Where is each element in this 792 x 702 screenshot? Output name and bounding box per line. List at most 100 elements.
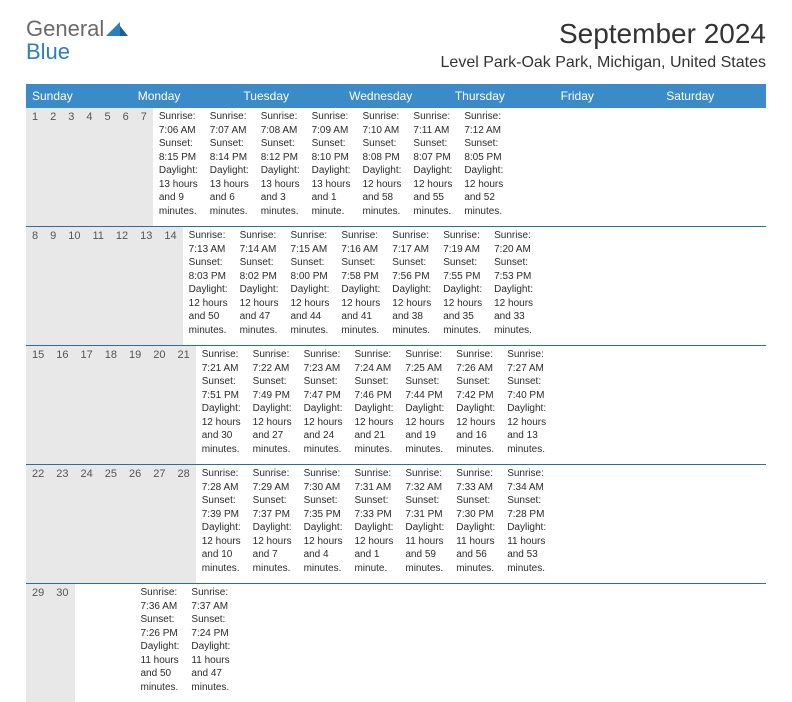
day-number: 7 xyxy=(135,108,153,226)
sunrise-line: Sunrise: 7:33 AM xyxy=(456,467,495,494)
daylight-line: Daylight: 12 hours and 19 minutes. xyxy=(405,402,444,456)
day-cell: Sunrise: 7:20 AMSunset: 7:53 PMDaylight:… xyxy=(488,227,539,345)
day-number xyxy=(99,584,111,702)
day-cell xyxy=(260,584,268,702)
daylight-line: Daylight: 12 hours and 10 minutes. xyxy=(202,521,241,575)
day-number: 20 xyxy=(147,346,171,464)
day-cell: Sunrise: 7:09 AMSunset: 8:10 PMDaylight:… xyxy=(306,108,357,226)
daylight-line: Daylight: 12 hours and 41 minutes. xyxy=(341,283,380,337)
day-number: 13 xyxy=(134,227,158,345)
week-body-row: Sunrise: 7:36 AMSunset: 7:26 PMDaylight:… xyxy=(135,584,277,702)
day-details: Sunrise: 7:30 AMSunset: 7:35 PMDaylight:… xyxy=(302,465,345,577)
calendar: SundayMondayTuesdayWednesdayThursdayFrid… xyxy=(26,84,766,702)
day-number: 24 xyxy=(75,465,99,583)
day-of-week-header: Thursday xyxy=(449,84,555,108)
day-of-week-header: Wednesday xyxy=(343,84,449,108)
day-number: 11 xyxy=(87,227,110,345)
sunset-line: Sunset: 8:05 PM xyxy=(464,137,503,164)
week-body-row: Sunrise: 7:21 AMSunset: 7:51 PM Daylight:… xyxy=(196,346,552,464)
sunset-line: Sunset: 8:08 PM xyxy=(363,137,402,164)
day-details: Sunrise: 7:24 AMSunset: 7:46 PMDaylight:… xyxy=(352,346,395,458)
daylight-line: Daylight: 11 hours and 50 minutes. xyxy=(141,640,180,694)
sunset-line: Sunset: 7:39 PM xyxy=(202,494,241,521)
day-details: Sunrise: 7:26 AMSunset: 7:42 PMDaylight:… xyxy=(454,346,497,458)
day-number: 17 xyxy=(75,346,99,464)
day-details: Sunrise: 7:37 AMSunset: 7:24 PMDaylight:… xyxy=(189,584,232,696)
sunrise-line: Sunrise: 7:32 AM xyxy=(405,467,444,494)
sunset-line: Sunset: 8:14 PM xyxy=(210,137,249,164)
daylight-line: Daylight: 12 hours and 38 minutes. xyxy=(392,283,431,337)
day-number-row: 22232425262728 xyxy=(26,465,196,583)
day-details: Sunrise: 7:17 AMSunset: 7:56 PMDaylight:… xyxy=(390,227,433,339)
day-cell: Sunrise: 7:19 AMSunset: 7:55 PMDaylight:… xyxy=(437,227,488,345)
day-of-week-header: Saturday xyxy=(660,84,766,108)
day-details: Sunrise: 7:11 AMSunset: 8:07 PMDaylight:… xyxy=(411,108,454,220)
day-cell: Sunrise: 7:28 AMSunset: 7:39 PMDaylight:… xyxy=(196,465,247,583)
sunset-line: Sunset: 8:03 PM xyxy=(189,256,228,283)
sunset-line: Sunset: 7:47 PM xyxy=(304,375,343,402)
day-cell: Sunrise: 7:25 AMSunset: 7:44 PMDaylight:… xyxy=(399,346,450,464)
day-cell: Sunrise: 7:08 AMSunset: 8:12 PMDaylight:… xyxy=(255,108,306,226)
day-number: 5 xyxy=(99,108,117,226)
day-of-week-header: Friday xyxy=(555,84,661,108)
daylight-line: Daylight: 12 hours and 35 minutes. xyxy=(443,283,482,337)
week-row: 15161718192021Sunrise: 7:21 AMSunset: 7:… xyxy=(26,346,766,465)
logo: General Blue xyxy=(26,18,128,64)
sunset-line: Sunset: 7:26 PM xyxy=(141,613,180,640)
day-details: Sunrise: 7:19 AMSunset: 7:55 PMDaylight:… xyxy=(441,227,484,339)
day-number-row: 891011121314 xyxy=(26,227,183,345)
day-number: 2 xyxy=(44,108,62,226)
sunset-line: Sunset: 7:37 PM xyxy=(253,494,292,521)
day-number: 14 xyxy=(158,227,182,345)
daylight-line: Daylight: 12 hours and 55 minutes. xyxy=(413,164,452,218)
daylight-line: Daylight: 12 hours and 7 minutes. xyxy=(253,521,292,575)
day-number: 9 xyxy=(44,227,62,345)
week-body-row: Sunrise: 7:13 AMSunset: 8:03 PMDaylight:… xyxy=(183,227,539,345)
day-cell: Sunrise: 7:14 AMSunset: 8:02 PMDaylight:… xyxy=(234,227,285,345)
week-row: 891011121314Sunrise: 7:13 AMSunset: 8:03… xyxy=(26,227,766,346)
day-number: 1 xyxy=(26,108,44,226)
daylight-line: Daylight: 12 hours and 27 minutes. xyxy=(253,402,292,456)
day-number: 29 xyxy=(26,584,50,702)
sunset-line: Sunset: 7:53 PM xyxy=(494,256,533,283)
day-number: 6 xyxy=(117,108,135,226)
month-title: September 2024 xyxy=(441,18,766,50)
sunset-line: Sunset: 8:07 PM xyxy=(413,137,452,164)
daylight-line: Daylight: 13 hours and 6 minutes. xyxy=(210,164,249,218)
day-number: 28 xyxy=(172,465,196,583)
sunrise-line: Sunrise: 7:36 AM xyxy=(141,586,180,613)
day-cell xyxy=(236,584,244,702)
day-number: 4 xyxy=(80,108,98,226)
daylight-line: Daylight: 11 hours and 47 minutes. xyxy=(191,640,230,694)
logo-text-general: General xyxy=(26,16,104,41)
day-number: 25 xyxy=(99,465,123,583)
sunrise-line: Sunrise: 7:26 AM xyxy=(456,348,495,375)
sunset-line: Sunset: 7:28 PM xyxy=(507,494,546,521)
day-number-row: 15161718192021 xyxy=(26,346,196,464)
sunrise-line: Sunrise: 7:17 AM xyxy=(392,229,431,256)
daylight-line: Daylight: 13 hours and 3 minutes. xyxy=(261,164,300,218)
sunset-line: Sunset: 8:00 PM xyxy=(290,256,329,283)
day-details: Sunrise: 7:27 AMSunset: 7:40 PMDaylight:… xyxy=(505,346,548,458)
day-cell: Sunrise: 7:13 AMSunset: 8:03 PMDaylight:… xyxy=(183,227,234,345)
sunrise-line: Sunrise: 7:09 AM xyxy=(312,110,351,137)
day-number xyxy=(111,584,123,702)
daylight-line: Daylight: 12 hours and 13 minutes. xyxy=(507,402,546,456)
daylight-line: Daylight: 12 hours and 1 minute. xyxy=(354,521,393,575)
day-number: 26 xyxy=(123,465,147,583)
sunset-line: Sunset: 7:51 PM xyxy=(202,375,241,402)
sunrise-line: Sunrise: 7:29 AM xyxy=(253,467,292,494)
daylight-line: Daylight: 11 hours and 53 minutes. xyxy=(507,521,546,575)
day-cell: Sunrise: 7:22 AMSunset: 7:49 PMDaylight:… xyxy=(247,346,298,464)
day-details: Sunrise: 7:12 AMSunset: 8:05 PMDaylight:… xyxy=(462,108,505,220)
sunrise-line: Sunrise: 7:06 AM xyxy=(159,110,198,137)
sunrise-line: Sunrise: 7:21 AM xyxy=(202,348,241,375)
sunset-line: Sunset: 7:35 PM xyxy=(304,494,343,521)
daylight-line: Daylight: 12 hours and 58 minutes. xyxy=(363,164,402,218)
day-number: 23 xyxy=(50,465,74,583)
header: General Blue September 2024 Level Park-O… xyxy=(0,0,792,74)
daylight-line: Daylight: 12 hours and 33 minutes. xyxy=(494,283,533,337)
day-details: Sunrise: 7:32 AMSunset: 7:31 PMDaylight:… xyxy=(403,465,446,577)
sunrise-line: Sunrise: 7:27 AM xyxy=(507,348,546,375)
sunrise-line: Sunrise: 7:12 AM xyxy=(464,110,503,137)
